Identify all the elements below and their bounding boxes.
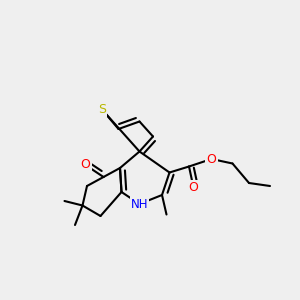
Text: NH: NH [131, 197, 148, 211]
Text: O: O [207, 152, 216, 166]
Text: O: O [81, 158, 90, 172]
Text: S: S [98, 103, 106, 116]
Text: O: O [189, 181, 198, 194]
